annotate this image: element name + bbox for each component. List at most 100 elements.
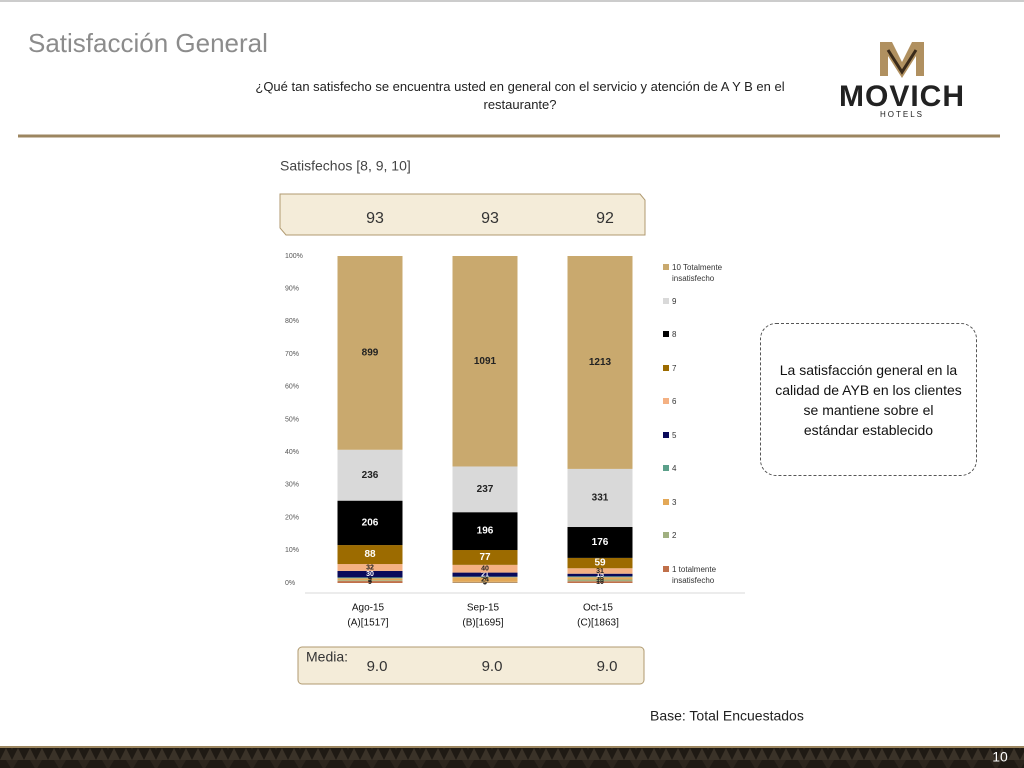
y-tick-label: 0% bbox=[285, 580, 295, 587]
x-tick-label: Oct-15 bbox=[583, 603, 613, 614]
segment-label: 40 bbox=[481, 566, 489, 573]
bar-segment bbox=[452, 576, 518, 578]
segment-label: 5 bbox=[598, 574, 602, 581]
bar-segment bbox=[337, 256, 403, 450]
segment-label: 899 bbox=[362, 348, 379, 359]
legend-swatch bbox=[663, 264, 669, 270]
x-tick-label: Ago-15 bbox=[352, 603, 385, 614]
bar-segment bbox=[567, 527, 633, 558]
bar-segment bbox=[452, 581, 518, 583]
legend-label: 10 Totalmente insatisfecho bbox=[672, 263, 723, 283]
segment-label: 9 bbox=[368, 576, 372, 583]
bar-segment bbox=[337, 564, 403, 571]
bar-segment bbox=[452, 577, 518, 582]
slide-title: Satisfacción General bbox=[28, 28, 268, 58]
x-tick-base: (B)[1695] bbox=[462, 618, 503, 629]
segment-label: 31 bbox=[596, 568, 604, 575]
legend-entry: 3 bbox=[663, 497, 753, 508]
y-tick-label: 30% bbox=[285, 482, 299, 489]
top-box bbox=[279, 193, 646, 236]
logo-mark-inner bbox=[886, 49, 918, 75]
bar-segment bbox=[452, 512, 518, 551]
legend-label: 7 bbox=[672, 363, 677, 373]
segment-label: 13 bbox=[596, 575, 604, 582]
legend-entry: 4 bbox=[663, 463, 753, 474]
segment-label: 59 bbox=[594, 558, 606, 569]
y-tick-label: 50% bbox=[285, 416, 299, 423]
segment-label: 24 bbox=[481, 576, 489, 583]
segment-label: 331 bbox=[592, 493, 609, 504]
segment-label: 3 bbox=[483, 574, 487, 581]
logo-subtext: HOTELS bbox=[880, 110, 924, 119]
bar-segment bbox=[452, 550, 518, 565]
top-value: 93 bbox=[481, 210, 499, 227]
segment-label: 21 bbox=[481, 571, 489, 578]
bar-segment bbox=[567, 557, 633, 569]
y-tick-label: 40% bbox=[285, 449, 299, 456]
legend-label: 6 bbox=[672, 397, 677, 406]
base-note: Base: Total Encuestados bbox=[650, 708, 804, 724]
segment-label: 77 bbox=[479, 552, 491, 563]
bar-segment bbox=[337, 449, 403, 501]
mean-value: 9.0 bbox=[597, 658, 618, 675]
legend-label: 9 bbox=[672, 296, 677, 306]
segment-label: 4 bbox=[368, 577, 372, 584]
segment-label: 9 bbox=[368, 579, 372, 586]
legend-entry: 2 bbox=[663, 530, 753, 541]
bar-segment bbox=[567, 577, 633, 580]
segment-label: 196 bbox=[477, 526, 494, 537]
plot: 0%10%20%30%40%50%60%70%80%90%100%9494303… bbox=[285, 210, 633, 675]
segment-label: 88 bbox=[364, 549, 376, 560]
top-value: 93 bbox=[366, 210, 384, 227]
bar-segment bbox=[452, 572, 518, 577]
y-tick-label: 70% bbox=[285, 351, 299, 358]
legend-label: 4 bbox=[672, 464, 677, 473]
bar-segment bbox=[452, 582, 518, 583]
legend-swatch bbox=[663, 498, 669, 505]
mean-box bbox=[297, 646, 645, 685]
y-tick-label: 80% bbox=[285, 318, 299, 325]
logo-mark bbox=[880, 42, 924, 78]
bar-segment bbox=[567, 576, 633, 578]
legend-entry: 7 bbox=[663, 363, 753, 374]
bar-segment bbox=[337, 545, 403, 565]
legend-swatch bbox=[663, 398, 669, 404]
logo-text: MOVICH bbox=[839, 80, 965, 113]
legend-swatch bbox=[663, 331, 669, 337]
x-tick-label: Sep-15 bbox=[467, 603, 500, 614]
segment-label: 15 bbox=[596, 572, 604, 579]
x-tick-base: (C)[1863] bbox=[577, 618, 619, 629]
segment-label: 3 bbox=[483, 579, 487, 586]
segment-label: 1091 bbox=[474, 356, 497, 367]
logo: MOVICH HOTELS bbox=[839, 42, 965, 119]
segment-label: 10 bbox=[596, 579, 604, 586]
top-value: 92 bbox=[596, 210, 614, 227]
bar-segment bbox=[567, 573, 633, 577]
segment-label: 206 bbox=[362, 518, 379, 529]
callout: La satisfacción general en la calidad de… bbox=[760, 323, 977, 476]
y-tick-label: 100% bbox=[285, 253, 303, 260]
y-tick-label: 60% bbox=[285, 384, 299, 391]
bar-segment bbox=[567, 468, 633, 528]
legend-swatch bbox=[663, 532, 669, 538]
y-tick-label: 90% bbox=[285, 286, 299, 293]
bar-segment bbox=[337, 500, 403, 546]
page-number: 10 bbox=[992, 749, 1008, 765]
mean-label: Media: bbox=[306, 649, 348, 665]
segment-label: 32 bbox=[366, 564, 374, 571]
legend-entry: 9 bbox=[663, 296, 753, 307]
bar-segment bbox=[337, 580, 403, 582]
x-tick-base: (A)[1517] bbox=[347, 618, 388, 629]
bar-segment bbox=[337, 578, 403, 581]
bar-segment bbox=[337, 577, 403, 579]
legend-label: 3 bbox=[672, 497, 677, 507]
bar-segment bbox=[567, 568, 633, 574]
chart-subtitle: Satisfechos [8, 9, 10] bbox=[280, 158, 411, 174]
mean-value: 9.0 bbox=[482, 658, 503, 675]
bar-segment bbox=[567, 256, 633, 469]
segment-label: 176 bbox=[592, 537, 609, 548]
segment-label: 3 bbox=[483, 580, 487, 587]
question: ¿Qué tan satisfecho se encuentra usted e… bbox=[255, 79, 785, 112]
legend-entry: 5 bbox=[663, 430, 753, 441]
